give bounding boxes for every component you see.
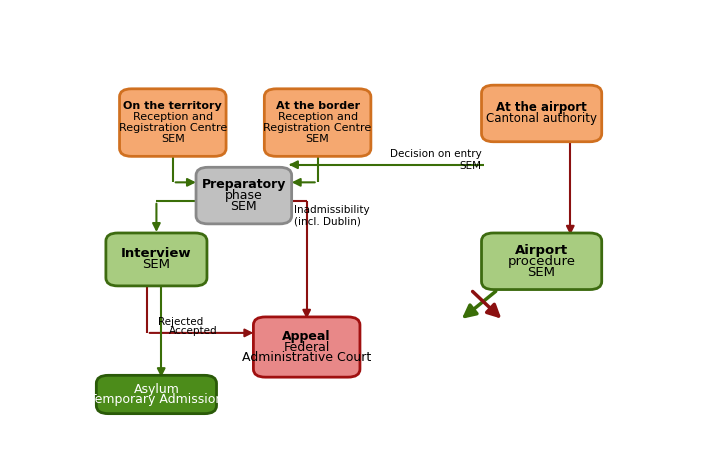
Text: Cantonal authority: Cantonal authority bbox=[486, 112, 597, 126]
Text: On the territory: On the territory bbox=[123, 101, 222, 111]
Text: Reception and: Reception and bbox=[133, 112, 213, 122]
Text: Appeal: Appeal bbox=[283, 329, 331, 343]
Text: Decision on entry
SEM: Decision on entry SEM bbox=[390, 149, 482, 171]
FancyBboxPatch shape bbox=[106, 233, 207, 286]
FancyBboxPatch shape bbox=[253, 317, 360, 377]
Text: At the airport: At the airport bbox=[496, 101, 587, 115]
FancyBboxPatch shape bbox=[120, 89, 226, 156]
Text: SEM: SEM bbox=[142, 258, 171, 272]
Text: Federal: Federal bbox=[283, 340, 330, 354]
Text: Registration Centre: Registration Centre bbox=[264, 123, 372, 133]
Text: Administrative Court: Administrative Court bbox=[242, 352, 372, 365]
Text: Rejected: Rejected bbox=[158, 318, 203, 328]
Text: SEM: SEM bbox=[161, 134, 185, 144]
FancyBboxPatch shape bbox=[482, 85, 602, 142]
Text: SEM: SEM bbox=[527, 266, 556, 279]
Text: Registration Centre: Registration Centre bbox=[118, 123, 227, 133]
Text: SEM: SEM bbox=[306, 134, 329, 144]
FancyBboxPatch shape bbox=[97, 375, 216, 414]
Text: Inadmissibility
(incl. Dublin): Inadmissibility (incl. Dublin) bbox=[295, 204, 370, 226]
Text: Accepted: Accepted bbox=[169, 326, 218, 336]
Text: Interview: Interview bbox=[121, 247, 192, 261]
Text: Reception and: Reception and bbox=[278, 112, 357, 122]
Text: Asylum: Asylum bbox=[133, 383, 179, 395]
FancyBboxPatch shape bbox=[482, 233, 602, 290]
Text: phase: phase bbox=[225, 189, 263, 202]
Text: SEM: SEM bbox=[231, 200, 257, 213]
FancyBboxPatch shape bbox=[264, 89, 371, 156]
FancyBboxPatch shape bbox=[196, 167, 292, 224]
Text: Preparatory: Preparatory bbox=[202, 178, 286, 191]
Text: At the border: At the border bbox=[276, 101, 360, 111]
Text: Temporary Admission: Temporary Admission bbox=[90, 393, 223, 407]
Text: procedure: procedure bbox=[508, 255, 575, 268]
Text: Airport: Airport bbox=[515, 244, 568, 257]
